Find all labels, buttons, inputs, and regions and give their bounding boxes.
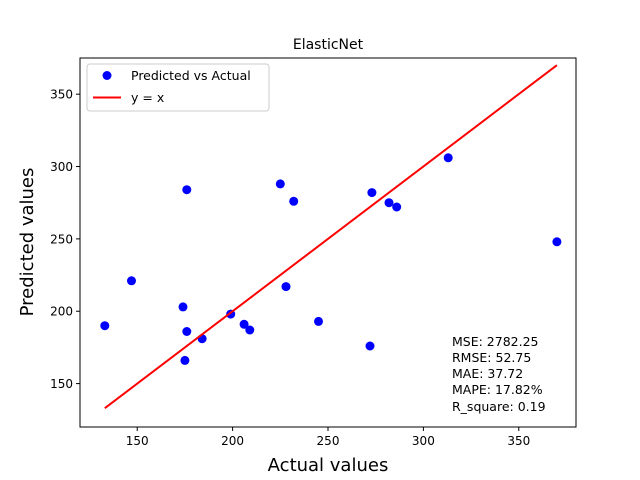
axis-ticks: 150 200 250 300 350 150 200 250 300 350 (50, 88, 530, 448)
scatter-point-20 (552, 237, 562, 247)
scatter-point-13 (289, 196, 299, 206)
scatter-point-1 (100, 321, 110, 331)
metric-mae: MAE: 37.72 (452, 366, 523, 381)
x-tick-label: 150 (126, 434, 149, 448)
scatter-point-16 (367, 188, 377, 198)
scatter-point-2 (127, 276, 136, 286)
chart-title: ElasticNet (293, 37, 364, 53)
scatter-point-19 (443, 153, 453, 163)
plot-marks (100, 64, 562, 409)
scatter-point-15 (365, 341, 375, 351)
y-tick-label: 200 (50, 305, 73, 319)
scatter-point-12 (281, 282, 291, 292)
x-tick-label: 250 (317, 434, 340, 448)
metric-rmse: RMSE: 52.75 (452, 350, 531, 365)
metric-r-square: R_square: 0.19 (452, 399, 546, 414)
identity-line (104, 64, 558, 409)
scatter-point-5 (182, 185, 192, 195)
legend-scatter-marker (102, 71, 112, 80)
y-tick-label: 350 (50, 88, 73, 102)
scatter-point-4 (180, 355, 190, 365)
y-tick-label: 300 (50, 160, 73, 174)
legend-box (86, 63, 270, 112)
x-tick-label: 350 (507, 434, 530, 448)
legend: Predicted vs Actual y = x (86, 63, 270, 112)
metrics-annotation: MSE: 2782.25 RMSE: 52.75 MAE: 37.72 MAPE… (452, 334, 546, 414)
scatter-point-17 (384, 198, 394, 208)
scatter-point-11 (275, 179, 285, 189)
scatter-point-14 (314, 316, 323, 326)
legend-label-identity: y = x (131, 90, 164, 105)
scatter-point-10 (245, 325, 255, 335)
x-axis-label: Actual values (268, 455, 389, 476)
metric-mape: MAPE: 17.82% (452, 382, 543, 397)
x-tick-label: 200 (221, 434, 244, 448)
metric-mse: MSE: 2782.25 (452, 334, 539, 349)
scatter-point-6 (182, 327, 192, 336)
scatter-point-3 (178, 302, 188, 312)
y-tick-label: 250 (50, 232, 73, 246)
scatter-point-9 (239, 319, 249, 329)
y-tick-label: 150 (50, 377, 73, 391)
x-tick-label: 300 (412, 434, 435, 448)
scatter-point-18 (392, 202, 402, 212)
y-axis-label: Predicted values (17, 168, 38, 317)
legend-label-predicted: Predicted vs Actual (131, 68, 251, 83)
